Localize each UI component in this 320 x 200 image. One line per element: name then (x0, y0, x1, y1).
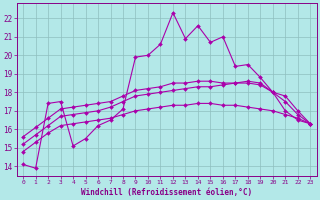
X-axis label: Windchill (Refroidissement éolien,°C): Windchill (Refroidissement éolien,°C) (81, 188, 252, 197)
